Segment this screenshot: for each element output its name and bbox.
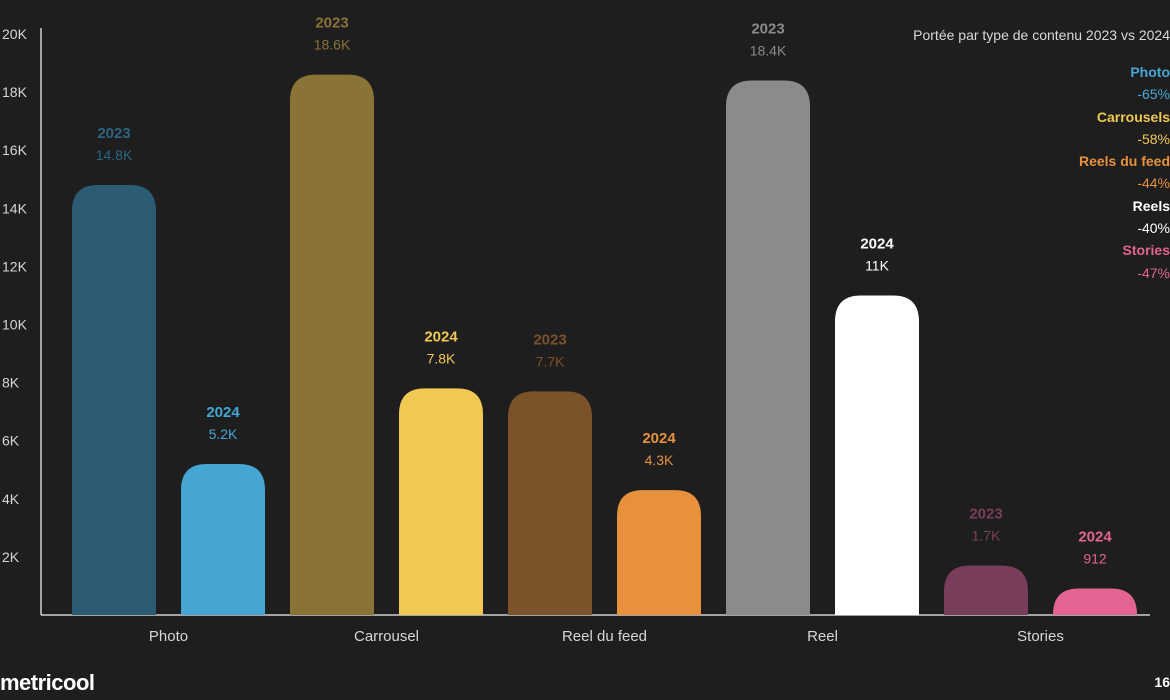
legend-item-change: -58% [1137, 130, 1170, 147]
y-tick-label: 2K [2, 549, 20, 565]
bar-2024-stories [1053, 588, 1137, 615]
bar-2024-reel [835, 295, 919, 615]
y-tick-label: 14K [2, 200, 28, 216]
legend-item-change: -65% [1137, 86, 1170, 103]
y-tick-label: 16K [2, 142, 28, 158]
bar-year-label: 2024 [1078, 529, 1112, 546]
bar-year-label: 2024 [860, 235, 894, 252]
y-tick-label: 4K [2, 491, 20, 507]
legend: Photo -65% Carrousels -58% Reels du feed -44%… [1079, 61, 1170, 284]
bar-value-label: 18.6K [314, 37, 351, 53]
bar-value-label: 5.2K [209, 426, 238, 442]
legend-item-change: -40% [1137, 220, 1170, 237]
page-number: 16 [1154, 674, 1170, 690]
bar-year-label: 2024 [206, 404, 240, 421]
bar-value-label: 912 [1083, 551, 1107, 567]
legend-item-name: Reels du feed [1078, 153, 1170, 170]
x-category-label: Stories [1017, 628, 1064, 645]
bar-2024-reel-du-feed [617, 490, 701, 615]
x-category-label: Reel [807, 628, 838, 645]
y-tick-label: 10K [2, 317, 28, 333]
bar-value-label: 14.8K [96, 147, 133, 163]
chart-title: Portée par type de contenu 2023 vs 2024 [913, 27, 1170, 43]
bar-year-label: 2023 [533, 331, 566, 348]
bar-year-label: 2023 [751, 20, 784, 37]
bar-2023-carrousel [290, 74, 374, 616]
bar-value-label: 7.7K [536, 353, 565, 369]
legend-item-name: Photo [1130, 64, 1170, 80]
x-category-label: Carrousel [354, 628, 419, 645]
legend-item-name: Reels [1132, 197, 1170, 214]
y-tick-label: 20K [2, 26, 28, 42]
bar-2023-photo [72, 185, 156, 615]
bar-2023-stories [944, 565, 1028, 615]
bar-value-label: 7.8K [427, 350, 456, 366]
bar-year-label: 2023 [97, 125, 130, 142]
bar-2023-reel-du-feed [508, 391, 592, 615]
bar-value-label: 1.7K [972, 528, 1001, 544]
x-category-label: Reel du feed [562, 628, 647, 645]
bar-value-label: 4.3K [645, 452, 674, 468]
legend-item-change: -44% [1137, 175, 1170, 192]
legend-item-name: Carrousels [1096, 108, 1170, 125]
y-tick-label: 12K [2, 258, 28, 274]
bar-year-label: 2024 [424, 328, 458, 345]
bar-2024-photo [181, 463, 265, 615]
bar-year-label: 2023 [315, 15, 348, 32]
bar-2023-reel [726, 80, 810, 616]
y-tick-label: 8K [2, 375, 20, 391]
y-tick-label: 6K [2, 433, 20, 449]
bar-value-label: 11K [865, 257, 890, 273]
y-tick-label: 18K [2, 84, 28, 100]
bar-value-label: 18.4K [750, 42, 787, 58]
x-category-label: Photo [149, 628, 188, 645]
metricool-logo: metricool [0, 670, 95, 695]
bar-2024-carrousel [399, 388, 483, 615]
legend-item-name: Stories [1122, 242, 1170, 259]
bar-year-label: 2023 [969, 506, 1002, 523]
bar-year-label: 2024 [642, 430, 676, 447]
legend-item-change: -47% [1137, 264, 1170, 281]
